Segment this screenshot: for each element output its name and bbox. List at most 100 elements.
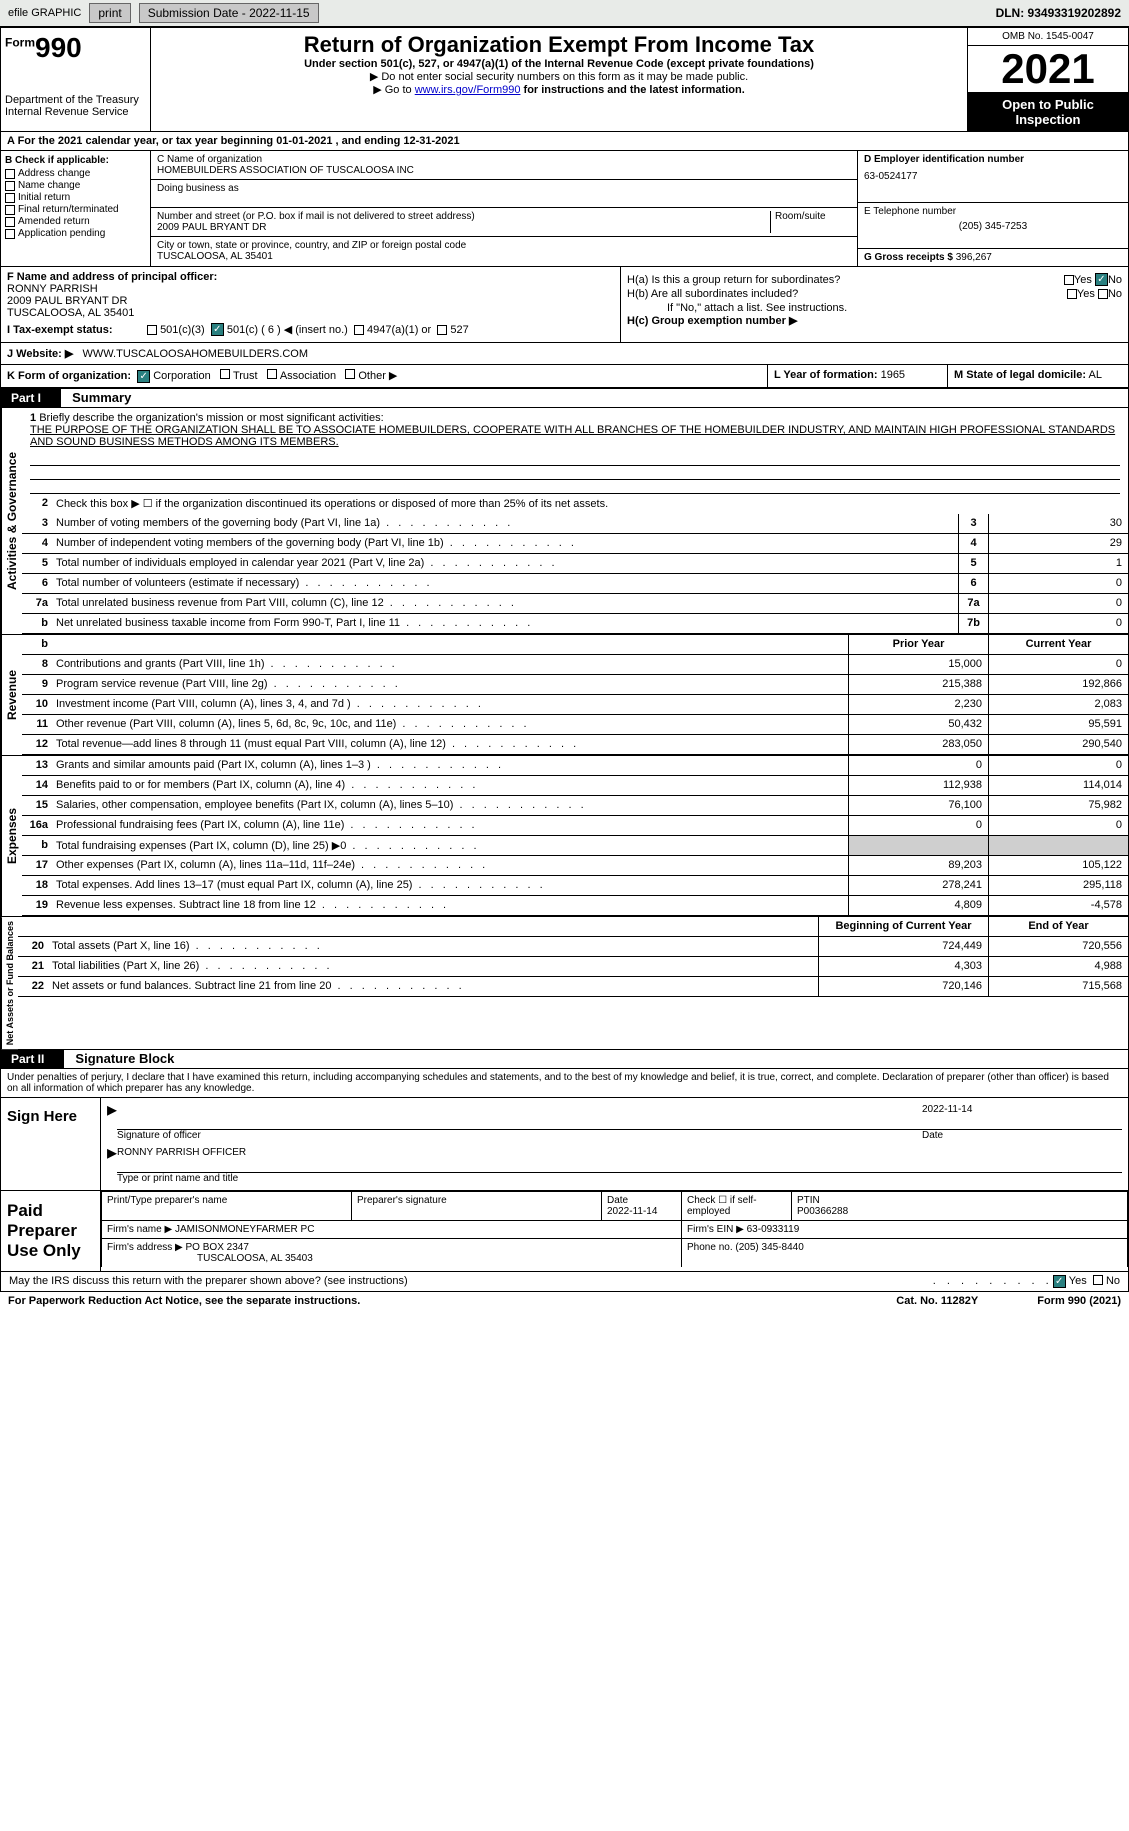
chk-amended[interactable]	[5, 217, 15, 227]
ha-no[interactable]: ✓	[1095, 273, 1108, 286]
box-b-title: B Check if applicable:	[5, 155, 146, 166]
open-public: Open to Public Inspection	[968, 93, 1128, 131]
part1-head: Part I	[1, 389, 61, 407]
signer-name: RONNY PARRISH OFFICER	[117, 1147, 1122, 1158]
officer-label: F Name and address of principal officer:	[7, 271, 614, 283]
line-a: A For the 2021 calendar year, or tax yea…	[0, 132, 1129, 151]
chk-527[interactable]	[437, 325, 447, 335]
chk-initial[interactable]	[5, 193, 15, 203]
tax-status-label: I Tax-exempt status:	[7, 324, 147, 336]
part1-title: Summary	[64, 390, 131, 405]
mission-text: THE PURPOSE OF THE ORGANIZATION SHALL BE…	[30, 424, 1120, 448]
sign-here-label: Sign Here	[1, 1098, 101, 1190]
chk-501c[interactable]: ✓	[211, 323, 224, 336]
paid-prep-label: Paid Preparer Use Only	[1, 1191, 101, 1271]
firm-addr: PO BOX 2347	[186, 1242, 249, 1253]
addr-label: Number and street (or P.O. box if mail i…	[157, 211, 766, 222]
firm-phone: (205) 345-8440	[735, 1242, 803, 1253]
gross-label: G Gross receipts $	[864, 252, 953, 263]
block-bcd: B Check if applicable: Address change Na…	[0, 151, 1129, 267]
prep-name-h: Print/Type preparer's name	[102, 1192, 352, 1221]
prep-date: 2022-11-14	[607, 1206, 657, 1217]
chk-4947[interactable]	[354, 325, 364, 335]
side-netassets: Net Assets or Fund Balances	[1, 917, 18, 1049]
submission-date: Submission Date - 2022-11-15	[139, 3, 319, 23]
form-page: efile GRAPHIC print Submission Date - 20…	[0, 0, 1129, 1310]
prep-sig-h: Preparer's signature	[352, 1192, 602, 1221]
discuss-q: May the IRS discuss this return with the…	[9, 1275, 933, 1288]
arrow-icon: ▸	[107, 1104, 117, 1141]
omb-number: OMB No. 1545-0047	[968, 28, 1128, 46]
chk-corp[interactable]: ✓	[137, 370, 150, 383]
tax-year: 2021	[968, 46, 1128, 93]
name-label: C Name of organization	[157, 154, 851, 165]
form-number: 990	[35, 32, 82, 63]
year-formation: 1965	[881, 369, 905, 381]
dba-label: Doing business as	[157, 183, 851, 194]
col-begin: Beginning of Current Year	[818, 917, 988, 936]
chk-name[interactable]	[5, 181, 15, 191]
block-fh: F Name and address of principal officer:…	[0, 267, 1129, 343]
instr-1: ▶ Do not enter social security numbers o…	[157, 70, 961, 83]
part2-head: Part II	[1, 1050, 64, 1068]
col-end: End of Year	[988, 917, 1128, 936]
chk-trust[interactable]	[220, 369, 230, 379]
org-addr: 2009 PAUL BRYANT DR	[157, 222, 766, 233]
line-j: J Website: ▶ WWW.TUSCALOOSAHOMEBUILDERS.…	[0, 343, 1129, 365]
ein-label: D Employer identification number	[864, 154, 1122, 165]
org-name: HOMEBUILDERS ASSOCIATION OF TUSCALOOSA I…	[157, 165, 851, 176]
discuss-yes[interactable]: ✓	[1053, 1275, 1066, 1288]
form-header: Form990 Department of the Treasury Inter…	[0, 27, 1129, 132]
side-revenue: Revenue	[1, 635, 22, 755]
phone-label: E Telephone number	[864, 206, 1122, 217]
chk-final[interactable]	[5, 205, 15, 215]
hc-label: H(c) Group exemption number ▶	[627, 314, 1122, 327]
firm-addr2: TUSCALOOSA, AL 35403	[107, 1253, 313, 1264]
firm-ein: 63-0933119	[747, 1224, 800, 1235]
gross-value: 396,267	[956, 252, 992, 263]
officer-addr2: TUSCALOOSA, AL 35401	[7, 307, 614, 319]
officer-addr1: 2009 PAUL BRYANT DR	[7, 295, 614, 307]
date-label: Date	[922, 1130, 1122, 1141]
ein-value: 63-0524177	[864, 171, 1122, 182]
firm-name: JAMISONMONEYFARMER PC	[175, 1224, 314, 1235]
state-domicile: AL	[1088, 369, 1101, 381]
hb-yes[interactable]	[1067, 289, 1077, 299]
part2-title: Signature Block	[67, 1051, 174, 1066]
discuss-no[interactable]	[1093, 1275, 1103, 1285]
city-label: City or town, state or province, country…	[157, 240, 851, 251]
col-current: Current Year	[988, 635, 1128, 654]
pra-notice: For Paperwork Reduction Act Notice, see …	[8, 1295, 837, 1307]
ha-label: H(a) Is this a group return for subordin…	[627, 274, 1064, 286]
dept-label: Department of the Treasury Internal Reve…	[5, 94, 146, 118]
print-button[interactable]: print	[89, 3, 130, 23]
chk-other[interactable]	[345, 369, 355, 379]
form-title: Return of Organization Exempt From Incom…	[157, 32, 961, 58]
officer-name: RONNY PARRISH	[7, 283, 614, 295]
mission-q: Briefly describe the organization's miss…	[39, 412, 383, 424]
phone-value: (205) 345-7253	[864, 221, 1122, 232]
col-prior: Prior Year	[848, 635, 988, 654]
chk-assoc[interactable]	[267, 369, 277, 379]
arrow-icon-2: ▸	[107, 1147, 117, 1184]
instr-2: ▶ Go to www.irs.gov/Form990 for instruct…	[157, 83, 961, 96]
sig-officer-label: Signature of officer	[117, 1130, 922, 1141]
side-expenses: Expenses	[1, 756, 22, 916]
topbar: efile GRAPHIC print Submission Date - 20…	[0, 0, 1129, 27]
form-word: Form	[5, 36, 35, 50]
irs-link[interactable]: www.irs.gov/Form990	[415, 84, 521, 96]
hb-no[interactable]	[1098, 289, 1108, 299]
line-klm: K Form of organization: ✓ Corporation Tr…	[0, 365, 1129, 388]
dln: DLN: 93493319202892	[996, 6, 1121, 20]
chk-pending[interactable]	[5, 229, 15, 239]
penalties-text: Under penalties of perjury, I declare th…	[0, 1069, 1129, 1098]
name-title-label: Type or print name and title	[117, 1172, 1122, 1184]
org-city: TUSCALOOSA, AL 35401	[157, 251, 851, 262]
cat-no: Cat. No. 11282Y	[837, 1295, 1037, 1307]
q2-text: Check this box ▶ ☐ if the organization d…	[52, 494, 1128, 514]
ha-yes[interactable]	[1064, 275, 1074, 285]
chk-501c3[interactable]	[147, 325, 157, 335]
prep-check: Check ☐ if self-employed	[682, 1192, 792, 1221]
chk-addr[interactable]	[5, 169, 15, 179]
hb-note: If "No," attach a list. See instructions…	[627, 302, 1122, 314]
